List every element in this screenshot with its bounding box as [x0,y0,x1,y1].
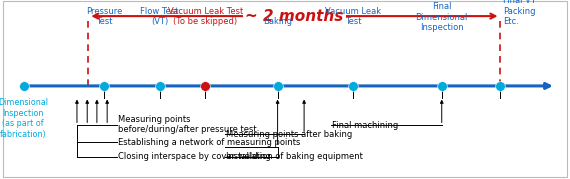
Text: Flow Test
(VT): Flow Test (VT) [140,7,179,26]
Text: Final
Dimensional
Inspection: Final Dimensional Inspection [416,3,468,32]
Text: Cleaning
Final VT
Packing
Etc.: Cleaning Final VT Packing Etc. [503,0,540,26]
Text: Vacuum Leak
Test: Vacuum Leak Test [325,7,381,26]
Text: Installation of baking equipment: Installation of baking equipment [226,152,363,161]
Text: Pressure
Test: Pressure Test [86,7,123,26]
Text: Final machining: Final machining [332,121,398,130]
Text: ~ 2 months: ~ 2 months [245,9,344,24]
Text: Establishing a network of measuring points: Establishing a network of measuring poin… [118,138,300,147]
Text: Measuring points
before/during/after pressure test: Measuring points before/during/after pre… [118,115,256,134]
Text: Vacuum Leak Test
(To be skipped): Vacuum Leak Test (To be skipped) [168,7,243,26]
Text: Measuring points after baking: Measuring points after baking [226,130,352,139]
Text: Dimensional
Inspection
(as part of
fabrication): Dimensional Inspection (as part of fabri… [0,98,48,139]
Text: Closing interspace by cover welding: Closing interspace by cover welding [118,152,271,161]
Text: Baking: Baking [263,17,292,26]
